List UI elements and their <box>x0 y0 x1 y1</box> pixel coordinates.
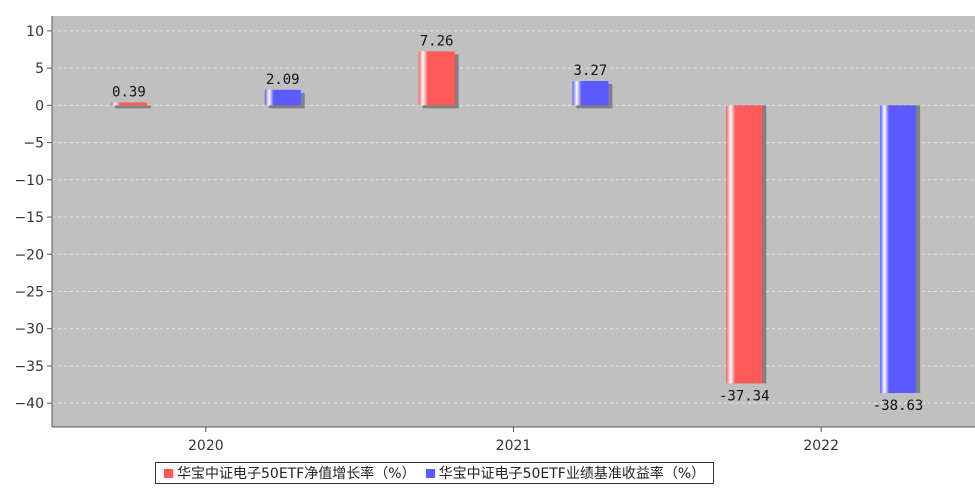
legend-item-nav-growth: 华宝中证电子50ETF净值增长率（%） <box>164 463 416 483</box>
y-axis: 10 5 0 −5 −10 −15 −20 −25 −30 −35 −40 <box>14 16 53 427</box>
legend: 华宝中证电子50ETF净值增长率（%） 华宝中证电子50ETF业绩基准收益率（%… <box>155 462 715 484</box>
y-tick-label: −20 <box>14 247 44 263</box>
x-axis: 2020 2021 2022 <box>52 426 975 454</box>
data-label: 3.27 <box>574 63 608 79</box>
y-tick-label: 0 <box>35 98 44 114</box>
bar <box>110 102 147 106</box>
bar <box>880 105 917 393</box>
x-tick-label: 2020 <box>188 438 224 454</box>
bars <box>110 51 921 393</box>
x-tick-label: 2021 <box>496 438 532 454</box>
y-tick-label: −5 <box>23 136 44 152</box>
grid-lines <box>52 30 975 404</box>
y-tick-label: −40 <box>14 396 44 412</box>
legend-swatch-red <box>164 468 173 478</box>
data-label: 0.39 <box>112 84 146 100</box>
data-label: 2.09 <box>266 72 300 88</box>
bar-shadow <box>114 105 151 109</box>
data-label: -38.63 <box>873 398 924 414</box>
y-tick-label: 10 <box>26 24 44 40</box>
bar <box>418 51 455 106</box>
bar <box>264 89 301 106</box>
y-tick-label: 5 <box>35 61 44 77</box>
x-tick-label: 2022 <box>803 438 839 454</box>
bar <box>726 105 763 384</box>
y-tick-label: −10 <box>14 173 44 189</box>
y-tick-label: −35 <box>14 359 44 375</box>
y-tick-label: −25 <box>14 284 44 300</box>
legend-label-nav-growth: 华宝中证电子50ETF净值增长率（%） <box>177 466 416 482</box>
y-tick-label: −30 <box>14 322 44 338</box>
y-tick-label: −15 <box>14 210 44 226</box>
data-label: -37.34 <box>719 388 770 404</box>
data-label: 7.26 <box>420 33 454 49</box>
bar <box>572 81 609 106</box>
data-labels: 0.39 2.09 7.26 3.27 -37.34 -38.63 <box>112 33 923 414</box>
legend-swatch-blue <box>425 468 435 478</box>
plot-area <box>52 16 975 427</box>
legend-item-benchmark: 华宝中证电子50ETF业绩基准收益率（%） <box>425 463 706 483</box>
legend-label-benchmark: 华宝中证电子50ETF业绩基准收益率（%） <box>438 466 706 482</box>
